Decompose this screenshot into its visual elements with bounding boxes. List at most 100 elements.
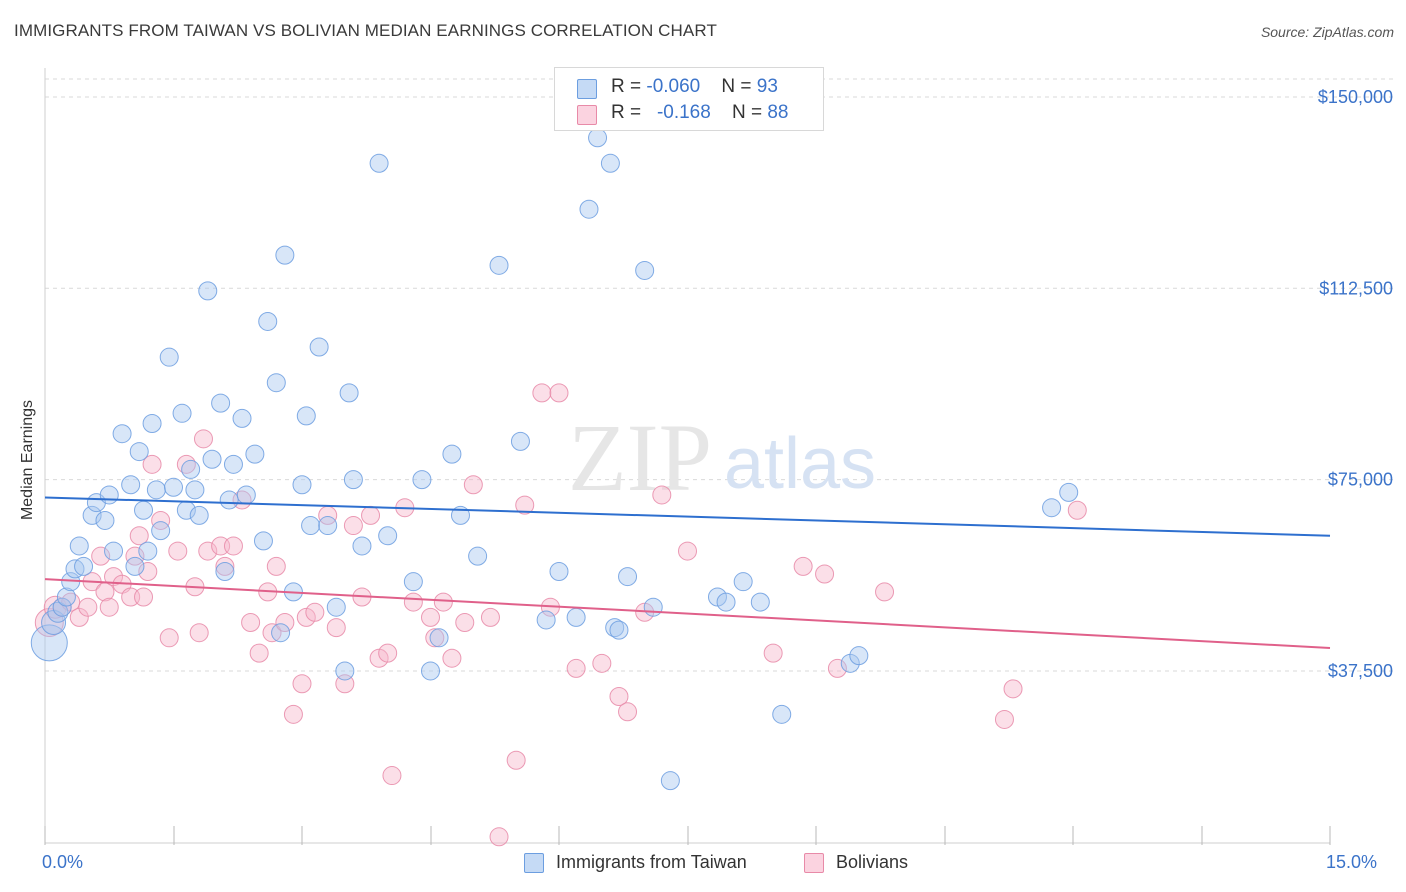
taiwan-point — [716, 592, 736, 612]
bolivian-point — [489, 827, 509, 847]
bottom-legend-label-taiwan: Immigrants from Taiwan — [556, 852, 747, 872]
taiwan-point — [172, 403, 192, 423]
bolivian-point — [609, 686, 629, 706]
bolivian-point — [1003, 679, 1023, 699]
legend-n-label: N = — [721, 76, 757, 97]
points-layer — [30, 128, 1087, 847]
taiwan-point — [429, 628, 449, 648]
bolivian-point — [193, 429, 213, 449]
bolivian-point — [159, 628, 179, 648]
bolivian-point — [442, 648, 462, 668]
bolivian-point — [378, 643, 398, 663]
x-tick-label-min: 0.0% — [42, 852, 84, 872]
taiwan-point — [378, 526, 398, 546]
bolivian-point — [283, 704, 303, 724]
watermark: ZIP atlas — [568, 404, 876, 511]
bolivian-point — [134, 587, 154, 607]
bolivian-point — [463, 475, 483, 495]
taiwan-point — [134, 500, 154, 520]
taiwan-point — [275, 245, 295, 265]
taiwan-point — [403, 572, 423, 592]
legend-n-value-bolivian: 88 — [767, 102, 789, 123]
taiwan-point — [95, 510, 115, 530]
taiwan-point — [112, 424, 132, 444]
taiwan-point — [660, 771, 680, 791]
bolivian-point — [875, 582, 895, 602]
taiwan-point — [121, 475, 141, 495]
chart-title: IMMIGRANTS FROM TAIWAN VS BOLIVIAN MEDIA… — [14, 21, 717, 40]
bolivian-point — [249, 643, 269, 663]
legend-text-bolivian: R = -0.168 N = 88 — [611, 102, 788, 124]
taiwan-point — [343, 470, 363, 490]
y-tick-labels: $37,500 $75,000 $112,500 $150,000 — [1318, 87, 1393, 681]
taiwan-point — [138, 541, 158, 561]
taiwan-point — [309, 337, 329, 357]
bolivian-point — [532, 383, 552, 403]
taiwan-point — [579, 199, 599, 219]
taiwan-point — [69, 536, 89, 556]
taiwan-point — [369, 153, 389, 173]
legend-n-label: N = — [731, 102, 768, 123]
x-tick-label-max: 15.0% — [1326, 852, 1378, 872]
taiwan-point — [253, 531, 273, 551]
bolivian-point — [827, 658, 847, 678]
taiwan-point — [618, 567, 638, 587]
watermark-atlas: atlas — [724, 424, 876, 504]
bolivian-point — [566, 658, 586, 678]
bolivian-point — [1067, 500, 1087, 520]
taiwan-point — [468, 546, 488, 566]
taiwan-point — [549, 561, 569, 581]
y-tick-label: $37,500 — [1328, 661, 1393, 681]
taiwan-point — [339, 383, 359, 403]
taiwan-point — [536, 610, 556, 630]
bolivian-point — [189, 623, 209, 643]
taiwan-point — [588, 128, 608, 148]
taiwan-point — [266, 373, 286, 393]
bolivian-point — [763, 643, 783, 663]
bolivian-trend-line — [44, 578, 1331, 650]
bottom-legend-swatch-bolivian — [804, 853, 824, 873]
taiwan-point — [352, 536, 372, 556]
bolivian-point — [652, 485, 672, 505]
taiwan-point — [236, 485, 256, 505]
taiwan-point — [82, 505, 102, 525]
bolivian-point — [343, 516, 363, 536]
taiwan-point — [185, 480, 205, 500]
bolivian-point — [515, 495, 535, 515]
bolivian-point — [425, 628, 445, 648]
bolivian-point — [382, 766, 402, 786]
taiwan-point — [159, 347, 179, 367]
taiwan-point — [1042, 498, 1062, 518]
taiwan-point — [600, 153, 620, 173]
bolivian-point — [292, 674, 312, 694]
taiwan-point — [56, 587, 76, 607]
bolivian-point — [91, 546, 111, 566]
legend-n-value-taiwan: 93 — [756, 76, 778, 97]
bolivian-point — [815, 564, 835, 584]
taiwan-point — [198, 281, 218, 301]
taiwan-point — [733, 572, 753, 592]
taiwan-point — [142, 414, 162, 434]
taiwan-point — [301, 516, 321, 536]
source-label: Source: ZipAtlas.com — [1260, 24, 1394, 40]
bolivian-point — [168, 541, 188, 561]
taiwan-point — [189, 505, 209, 525]
taiwan-point — [258, 311, 278, 331]
bolivian-point — [151, 510, 171, 530]
bottom-legend-label-bolivian: Bolivians — [836, 852, 909, 872]
taiwan-point — [635, 260, 655, 280]
legend-text-taiwan: R = -0.060 N = 93 — [611, 76, 778, 98]
bolivian-point — [198, 541, 218, 561]
bolivian-point — [994, 709, 1014, 729]
legend-swatch-taiwan — [577, 79, 597, 99]
bolivian-point — [99, 597, 119, 617]
taiwan-point — [211, 393, 231, 413]
bolivian-point — [592, 653, 612, 673]
taiwan-point — [335, 661, 355, 681]
bolivian-point — [421, 607, 440, 627]
correlation-legend: R = -0.060 N = 93 R = -0.168 N = 88 — [554, 67, 824, 131]
bolivian-point — [480, 607, 500, 627]
legend-r-value-bolivian: -0.168 — [656, 102, 711, 123]
taiwan-point — [609, 620, 629, 640]
taiwan-point — [510, 431, 530, 451]
